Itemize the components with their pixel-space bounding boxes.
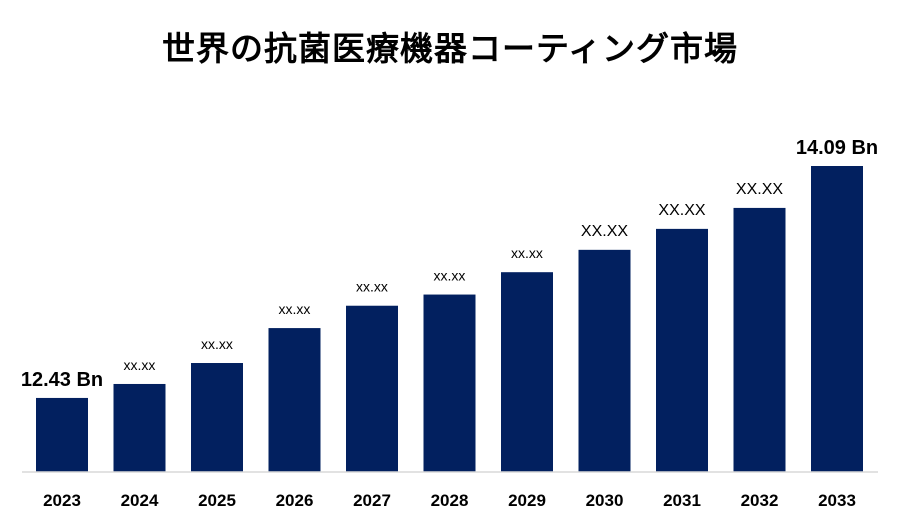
x-tick-label-2028: 2028 xyxy=(431,491,469,510)
bar-2028 xyxy=(423,294,476,472)
data-label-2033: 14.09 Bn xyxy=(796,137,878,159)
bar-2032 xyxy=(733,207,786,473)
x-tick-label-2030: 2030 xyxy=(586,491,624,510)
bar-2025 xyxy=(191,363,243,472)
bar-2029 xyxy=(501,272,553,472)
bar-2023 xyxy=(36,397,88,472)
x-tick-label-2024: 2024 xyxy=(121,491,159,510)
data-label-2028: xx.xx xyxy=(434,268,466,284)
data-label-2029: xx.xx xyxy=(511,245,543,261)
data-label-2026: xx.xx xyxy=(279,301,311,317)
x-tick-label-2029: 2029 xyxy=(508,491,546,510)
bar-2027 xyxy=(346,305,398,472)
x-tick-label-2032: 2032 xyxy=(741,491,779,510)
data-label-2023: 12.43 Bn xyxy=(21,369,103,391)
data-label-2031: XX.XX xyxy=(658,202,705,219)
x-tick-label-2023: 2023 xyxy=(43,491,81,510)
bar-2031 xyxy=(656,228,708,472)
x-tick-label-2026: 2026 xyxy=(276,491,314,510)
data-label-2024: xx.xx xyxy=(124,357,156,373)
x-tick-label-2025: 2025 xyxy=(198,491,236,510)
x-tick-label-2027: 2027 xyxy=(353,491,391,510)
bar-2033 xyxy=(811,166,863,472)
x-tick-label-2033: 2033 xyxy=(818,491,856,510)
bar-2026 xyxy=(268,328,321,472)
data-label-2030: XX.XX xyxy=(581,223,628,240)
chart-title: 世界の抗菌医療機器コーティング市場 xyxy=(161,29,739,68)
bar-2024 xyxy=(113,383,166,472)
x-tick-label-2031: 2031 xyxy=(663,491,701,510)
data-label-2027: xx.xx xyxy=(356,279,388,295)
bar-2030 xyxy=(578,249,631,472)
data-label-2032: XX.XX xyxy=(736,181,783,198)
data-label-2025: xx.xx xyxy=(201,336,233,352)
